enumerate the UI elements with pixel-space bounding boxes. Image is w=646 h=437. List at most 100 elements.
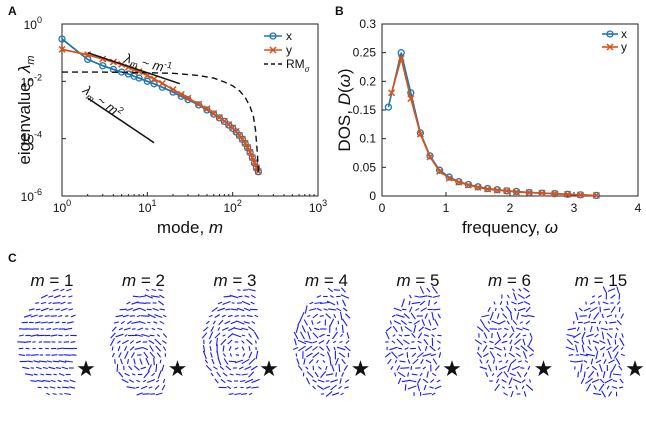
displacement-arrow <box>618 365 623 371</box>
displacement-arrow <box>431 372 437 377</box>
displacement-arrow <box>227 385 232 390</box>
displacement-arrow <box>412 358 419 365</box>
y-tick-label: 10-6 <box>21 187 42 204</box>
displacement-arrow <box>501 379 507 383</box>
displacement-arrow <box>248 392 253 396</box>
displacement-arrow <box>135 386 140 389</box>
displacement-arrow <box>615 327 619 331</box>
eigenvalue-y-label: eigenvalue, λm <box>15 55 37 164</box>
displacement-arrow <box>325 365 328 371</box>
displacement-arrow <box>128 379 135 383</box>
displacement-arrow <box>143 351 149 359</box>
displacement-arrow <box>225 308 231 311</box>
displacement-arrow <box>344 386 349 389</box>
displacement-arrow <box>295 325 299 333</box>
displacement-arrow <box>616 301 621 305</box>
displacement-arrow <box>119 308 127 311</box>
displacement-arrow <box>601 390 606 398</box>
displacement-arrow <box>30 380 37 382</box>
displacement-arrow <box>482 345 488 352</box>
displacement-arrow <box>476 352 483 358</box>
displacement-arrow <box>489 351 496 359</box>
displacement-arrow <box>242 353 246 357</box>
displacement-arrow <box>592 340 600 344</box>
displacement-arrow <box>143 370 150 379</box>
data-point <box>184 94 192 102</box>
displacement-arrow <box>485 371 489 378</box>
displacement-arrow <box>438 352 442 358</box>
displacement-arrow <box>408 300 411 306</box>
displacement-arrow <box>511 301 517 305</box>
data-point <box>407 95 415 103</box>
displacement-arrow <box>610 294 616 299</box>
displacement-arrow <box>509 332 514 339</box>
displacement-arrow <box>329 318 335 327</box>
displacement-arrow <box>244 295 250 298</box>
displacement-arrow <box>214 314 220 318</box>
displacement-arrow <box>25 373 34 376</box>
displacement-arrow <box>398 353 404 357</box>
displacement-arrow <box>38 315 43 317</box>
displacement-arrow <box>494 338 502 346</box>
displacement-arrow <box>148 386 153 389</box>
displacement-arrow <box>384 352 391 358</box>
displacement-arrow <box>432 358 438 365</box>
displacement-arrow <box>156 333 161 338</box>
displacement-arrow <box>479 319 485 326</box>
displacement-arrow <box>237 289 241 291</box>
displacement-arrow <box>48 301 52 305</box>
displacement-arrow <box>621 333 624 338</box>
displacement-arrow <box>68 295 73 298</box>
displacement-arrow <box>210 372 214 377</box>
x-tick-label: 0 <box>379 201 386 215</box>
data-point <box>493 186 501 194</box>
svg-text:λm ~ m2: λm ~ m2 <box>78 81 125 122</box>
displacement-arrow <box>48 321 54 324</box>
displacement-arrow <box>64 327 73 331</box>
displacement-arrow <box>63 354 72 356</box>
displacement-arrow <box>527 365 531 371</box>
displacement-arrow <box>591 378 600 384</box>
displacement-arrow <box>140 385 148 390</box>
displacement-arrow <box>336 346 346 351</box>
displacement-arrow <box>437 347 441 350</box>
displacement-arrow <box>39 360 47 363</box>
displacement-arrow <box>317 379 325 383</box>
mode-label: m = 6 <box>488 271 531 290</box>
displacement-arrow <box>308 359 314 364</box>
vector-field-m15: m = 15 ★ <box>565 271 645 398</box>
displacement-arrow <box>506 300 509 306</box>
displacement-arrow <box>214 378 219 384</box>
displacement-arrow <box>487 320 491 325</box>
displacement-arrow <box>309 308 317 311</box>
data-point <box>246 148 254 156</box>
displacement-arrow <box>529 332 533 339</box>
displacement-arrow <box>27 360 33 363</box>
displacement-arrow <box>126 301 131 305</box>
displacement-arrow <box>228 393 234 395</box>
displacement-arrow <box>431 334 435 337</box>
displacement-arrow <box>503 371 509 378</box>
displacement-arrow <box>222 353 226 357</box>
displacement-arrow <box>151 288 157 292</box>
displacement-arrow <box>333 346 336 351</box>
displacement-arrow <box>40 373 45 376</box>
displacement-arrow <box>495 378 500 384</box>
displacement-arrow <box>507 363 512 373</box>
displacement-arrow <box>46 392 50 396</box>
displacement-arrow <box>117 345 121 352</box>
displacement-arrow <box>293 338 297 346</box>
displacement-arrow <box>161 340 167 344</box>
displacement-arrow <box>154 338 162 346</box>
data-point <box>177 90 185 98</box>
displacement-arrow <box>421 319 426 326</box>
displacement-arrow <box>158 289 163 291</box>
displacement-arrow <box>342 307 348 312</box>
displacement-arrow <box>602 286 608 294</box>
displacement-arrow <box>511 365 520 371</box>
displacement-arrow <box>322 360 326 363</box>
x-tick-label: 100 <box>53 198 71 215</box>
displacement-arrow <box>410 312 416 320</box>
y-tick-label: 100 <box>24 15 42 32</box>
displacement-arrow <box>414 295 420 298</box>
